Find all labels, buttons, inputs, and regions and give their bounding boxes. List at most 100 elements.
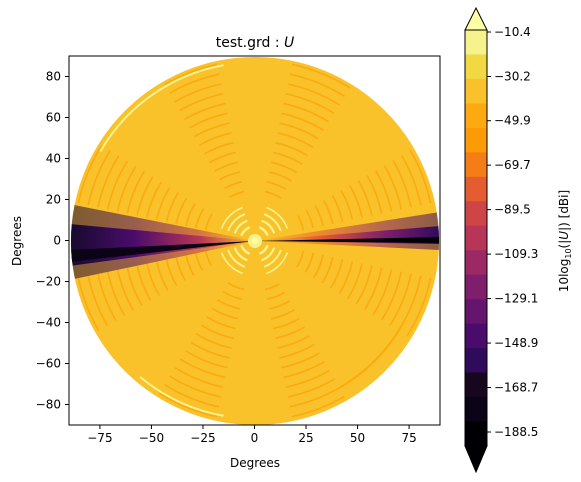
colorbar-band xyxy=(465,54,487,80)
fringe-arc xyxy=(268,171,293,182)
fringe-arc xyxy=(209,151,236,164)
fringe-arc xyxy=(199,132,232,146)
fringe-arc xyxy=(338,261,354,294)
fringe-arc xyxy=(304,252,314,273)
fringe-arc xyxy=(279,343,315,359)
fringe-arc xyxy=(347,263,363,300)
fringe-arc xyxy=(155,187,171,220)
fringe-arc xyxy=(222,290,243,300)
fringe-arc xyxy=(331,195,344,222)
y-tick-label: 20 xyxy=(46,193,61,207)
fringe-arc xyxy=(313,254,324,279)
fringe-arc xyxy=(266,252,289,275)
y-axis-ticks: 80 60 40 20 0 −20 −40 −60 −80 xyxy=(36,70,69,412)
fringe-arc xyxy=(401,155,422,206)
fringe-arc xyxy=(116,165,137,212)
fringe-arc xyxy=(321,256,334,284)
fringe-arc xyxy=(229,190,245,198)
fringe-arc xyxy=(266,291,285,300)
fringe-arc xyxy=(287,83,340,106)
fringe-arc xyxy=(392,160,412,208)
fringe-arc xyxy=(258,226,269,237)
fringe-arc xyxy=(211,307,239,320)
y-tick-label: −60 xyxy=(36,357,61,371)
fringe-arc xyxy=(285,369,330,389)
colorbar-band xyxy=(465,152,487,178)
fringe-arc xyxy=(297,215,305,231)
fringe-arc xyxy=(357,180,373,216)
fringe-arc xyxy=(174,83,222,103)
fringe-arc xyxy=(273,317,300,330)
fringe-arc xyxy=(169,375,222,398)
x-axis-label: Degrees xyxy=(230,456,280,470)
x-tick-label: 75 xyxy=(401,431,416,445)
fringe-arc xyxy=(289,73,346,98)
fringe-arc xyxy=(116,269,134,311)
colorbar-band xyxy=(465,127,487,153)
fringe-arc xyxy=(227,249,246,268)
fringe-arc xyxy=(189,112,228,129)
fringe-arc xyxy=(77,277,100,331)
fringe-arc xyxy=(179,358,226,379)
fringe-arc xyxy=(314,205,324,227)
fringe-arc xyxy=(263,249,282,268)
fringe-arc xyxy=(364,267,383,310)
fringe-arc xyxy=(275,141,308,157)
fringe-arc xyxy=(126,171,145,214)
fringe-arc xyxy=(273,151,303,165)
fringe-arc xyxy=(355,265,373,305)
colorbar-band xyxy=(465,421,487,447)
fringe-arc xyxy=(77,144,103,204)
x-tick-label: 0 xyxy=(251,431,259,445)
fringe-arc xyxy=(214,161,239,172)
fringe-arc xyxy=(227,282,245,291)
fringe-arc xyxy=(185,202,196,227)
colorbar-tick-label: −89.5 xyxy=(494,203,531,217)
colorbar-extend-bottom xyxy=(464,445,488,474)
y-tick-label: 60 xyxy=(46,111,61,125)
fringe-arc xyxy=(406,277,432,337)
fringe-arc xyxy=(190,341,230,359)
fringe-arc xyxy=(201,324,234,340)
fringe-arc xyxy=(97,273,117,321)
y-tick-label: −80 xyxy=(36,398,61,412)
fringe-arc xyxy=(136,265,152,301)
fringe-arc xyxy=(291,63,351,89)
colorbar-band xyxy=(465,250,487,276)
fringe-arc xyxy=(372,269,393,316)
fringe-arc xyxy=(240,244,251,255)
null-wedge-right-core xyxy=(255,237,439,243)
fringe-arc xyxy=(270,161,298,174)
fringe-arc xyxy=(165,192,179,222)
fringe-arc xyxy=(277,132,314,148)
fringe-arc xyxy=(283,361,325,379)
fringe-arc xyxy=(383,165,403,210)
fringe-arc xyxy=(87,149,112,206)
fringe-arc xyxy=(264,190,282,199)
fringe-arc xyxy=(158,392,218,418)
fringe-arc xyxy=(375,170,393,212)
fringe-arc xyxy=(126,267,143,306)
colorbar-band xyxy=(465,274,487,300)
fringe-arc xyxy=(289,387,340,408)
fringe-arcs xyxy=(77,63,432,418)
fringe-arc xyxy=(185,350,228,369)
fringe-arc xyxy=(323,200,334,225)
fringe-arc xyxy=(381,271,403,321)
colorbar-band xyxy=(465,201,487,227)
fringe-arc xyxy=(263,213,282,232)
fringe-arc xyxy=(184,102,226,120)
fringe-arc xyxy=(169,73,220,94)
colorbar-tick-label: −109.3 xyxy=(494,247,538,261)
null-wedge-left-core xyxy=(71,241,255,262)
fringe-arc xyxy=(389,273,412,326)
fringe-arc xyxy=(291,395,345,418)
y-tick-label: 80 xyxy=(46,70,61,84)
fringe-arc xyxy=(174,367,224,389)
fringe-arc xyxy=(349,185,363,218)
fringe-arc xyxy=(206,316,236,330)
fringe-arc xyxy=(233,219,248,234)
colorbar-tick-label: −148.9 xyxy=(494,336,538,350)
fringe-arc xyxy=(279,122,319,140)
colorbar-band xyxy=(465,397,487,423)
